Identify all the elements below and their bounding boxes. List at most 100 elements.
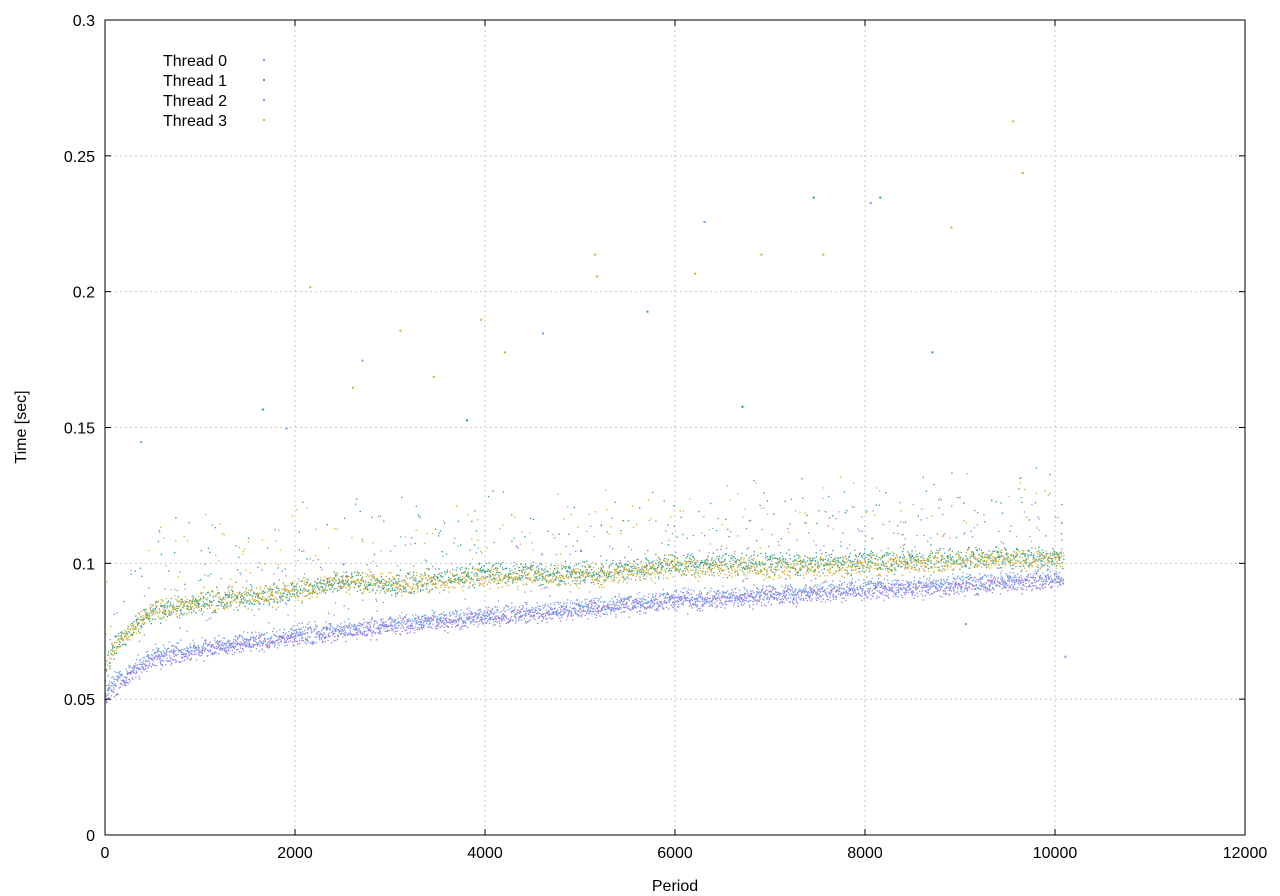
data-point <box>856 565 859 567</box>
data-point <box>665 593 668 595</box>
data-point <box>575 563 578 566</box>
data-point <box>203 597 205 599</box>
data-point <box>943 561 945 563</box>
data-point <box>114 683 116 685</box>
data-point <box>981 553 983 555</box>
data-point <box>162 611 165 614</box>
data-point <box>584 566 586 568</box>
data-point <box>443 522 446 524</box>
data-point <box>751 558 753 561</box>
data-point <box>182 654 184 656</box>
data-point <box>880 583 882 586</box>
data-point <box>518 606 520 608</box>
data-point <box>701 560 703 562</box>
data-point <box>959 577 961 579</box>
data-point <box>1017 560 1019 562</box>
data-point <box>440 613 442 615</box>
data-point <box>941 554 944 557</box>
data-point <box>541 554 544 556</box>
data-point <box>301 602 303 604</box>
data-point <box>499 571 501 573</box>
data-point <box>397 617 399 619</box>
data-point <box>166 616 169 618</box>
data-point <box>711 557 713 559</box>
data-point <box>541 568 543 570</box>
data-point <box>722 555 724 557</box>
data-point <box>153 651 156 653</box>
data-point <box>480 566 483 568</box>
data-point <box>916 534 918 537</box>
data-point <box>852 563 854 566</box>
data-point <box>290 633 293 636</box>
data-point <box>704 562 707 564</box>
data-point <box>258 642 260 644</box>
data-point <box>285 632 287 634</box>
data-point <box>532 617 535 619</box>
data-point <box>206 655 208 657</box>
data-point <box>282 631 285 634</box>
data-point <box>765 557 767 559</box>
data-point <box>132 670 134 672</box>
data-point <box>123 600 125 603</box>
data-point <box>535 572 537 575</box>
data-point <box>572 570 574 572</box>
data-point <box>583 579 585 581</box>
data-point <box>218 649 221 651</box>
data-point <box>543 571 545 574</box>
data-point <box>235 640 237 642</box>
data-point <box>1035 467 1038 469</box>
data-point <box>457 545 459 547</box>
data-point <box>587 608 589 610</box>
data-point <box>401 624 403 626</box>
data-point <box>516 545 518 547</box>
data-point <box>602 609 604 611</box>
data-point <box>856 560 859 562</box>
data-point <box>991 583 993 585</box>
data-point <box>476 618 478 620</box>
data-point <box>266 632 268 634</box>
data-point <box>348 618 350 620</box>
data-point <box>391 618 393 620</box>
data-point <box>609 573 611 575</box>
data-point <box>447 579 450 581</box>
data-point <box>489 576 491 578</box>
data-point <box>187 650 189 652</box>
data-point <box>351 576 354 578</box>
data-point <box>725 553 727 555</box>
data-point <box>482 568 484 571</box>
data-point <box>368 621 370 623</box>
data-point <box>133 620 135 623</box>
data-point <box>746 589 748 591</box>
data-point <box>323 580 326 582</box>
data-point <box>209 650 212 652</box>
data-point <box>904 566 906 569</box>
data-point <box>1037 569 1039 571</box>
data-point <box>404 586 407 588</box>
data-point <box>113 696 115 698</box>
data-point <box>152 660 154 662</box>
data-point <box>321 585 323 588</box>
data-point <box>498 562 500 564</box>
data-point <box>400 623 402 625</box>
data-point <box>107 694 109 696</box>
data-point <box>377 584 380 587</box>
data-point <box>587 575 589 577</box>
data-point <box>544 603 547 605</box>
data-point <box>682 533 684 536</box>
data-point <box>838 589 840 591</box>
data-point <box>644 573 646 575</box>
data-point <box>816 591 818 594</box>
data-point <box>393 589 395 591</box>
data-point <box>184 583 186 585</box>
data-point <box>158 654 160 656</box>
data-point <box>685 597 688 599</box>
data-point <box>360 625 362 627</box>
data-point <box>240 596 242 598</box>
data-point <box>158 530 160 532</box>
data-point <box>279 629 281 631</box>
data-point <box>854 590 856 592</box>
data-point <box>728 555 730 557</box>
data-point <box>882 586 884 588</box>
data-point <box>661 565 663 567</box>
data-point <box>529 619 531 621</box>
